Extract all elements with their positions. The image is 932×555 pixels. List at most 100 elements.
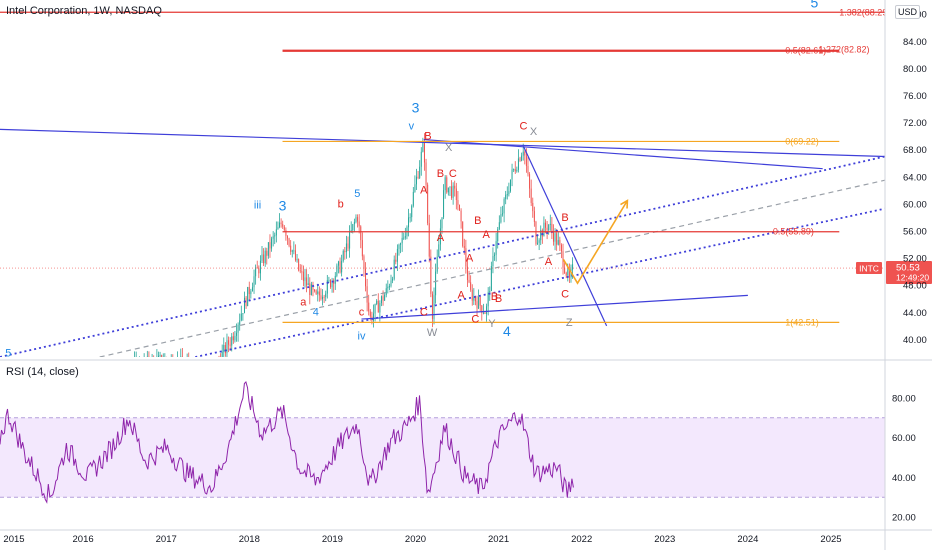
candle-body	[255, 267, 257, 277]
candle-body	[261, 254, 263, 261]
candle-body	[163, 363, 164, 365]
candle-body	[494, 254, 496, 257]
candle-body	[436, 256, 438, 272]
candle-body	[484, 312, 486, 314]
candle-body	[500, 214, 502, 223]
currency-button[interactable]: USD	[895, 5, 921, 19]
candle-body	[307, 283, 309, 286]
candle-body	[221, 351, 223, 357]
candle-body	[51, 403, 52, 404]
candle-body	[312, 284, 314, 290]
candle-body	[245, 297, 247, 307]
candle-body	[0, 363, 1, 364]
candle-body	[318, 291, 320, 296]
candle-body	[519, 158, 521, 161]
wave-label-6: 5	[5, 347, 11, 359]
wave-label-10: 4	[503, 323, 511, 339]
fib-label-1: 0.5(82.61)	[785, 46, 826, 56]
time-tick-label: 2023	[654, 534, 675, 545]
candle-body	[253, 276, 255, 288]
wave-label-9: iv	[358, 330, 366, 342]
candle-body	[207, 373, 208, 376]
candle-body	[462, 221, 464, 246]
wave-label-32: X	[530, 126, 538, 138]
candle-body	[422, 141, 424, 152]
candle-body	[524, 151, 526, 156]
candle-body	[37, 402, 38, 407]
candle-body	[412, 191, 414, 206]
candle-body	[326, 280, 328, 294]
candle-body	[296, 259, 298, 261]
price-tick-label: 72.00	[903, 118, 927, 129]
candle-body	[304, 277, 306, 281]
candle-body	[314, 289, 316, 291]
candle-body	[495, 241, 497, 255]
wave-label-2: v	[409, 120, 415, 132]
candle-body	[315, 290, 317, 294]
price-tick-label: 56.00	[903, 227, 927, 238]
price-tick-label: 68.00	[903, 145, 927, 156]
wave-label-26: B	[495, 293, 502, 305]
candle-body	[380, 296, 382, 304]
candle-body	[301, 271, 303, 273]
fib-label-5: 1(42.51)	[785, 317, 819, 327]
candle-body	[353, 221, 355, 225]
candle-body	[409, 217, 411, 219]
candle-body	[139, 362, 140, 372]
candle-body	[113, 368, 114, 379]
candle-body	[129, 374, 130, 375]
candle-body	[444, 177, 446, 191]
candle-body	[474, 296, 476, 302]
candle-body	[48, 401, 49, 411]
fib-label-3: 0(69.22)	[785, 136, 819, 146]
candle-body	[190, 364, 191, 371]
projection-path	[562, 200, 629, 285]
rsi-line	[0, 381, 574, 504]
candle-body	[240, 313, 242, 321]
candle-body	[310, 284, 312, 295]
candle-body	[196, 374, 197, 375]
candle-body	[259, 260, 261, 274]
candle-body	[110, 369, 111, 377]
candle-body	[86, 380, 87, 391]
price-tick-label: 64.00	[903, 172, 927, 183]
candle-body	[269, 242, 271, 249]
wave-label-20: B	[474, 215, 481, 227]
candle-body	[415, 176, 417, 185]
candle-body	[465, 248, 467, 267]
candle-body	[159, 355, 161, 357]
candle-body	[223, 345, 225, 352]
wave-label-13: c	[359, 307, 365, 319]
candle-body	[530, 188, 532, 203]
wave-label-25: C	[471, 313, 479, 325]
candle-body	[425, 162, 427, 185]
candle-body	[341, 260, 343, 273]
candle-body	[266, 250, 268, 256]
candle-body	[283, 226, 285, 231]
candle-body	[220, 361, 221, 365]
candle-body	[325, 293, 327, 298]
candle-body	[513, 169, 515, 171]
candle-body	[3, 369, 4, 373]
wave-label-27: C	[520, 120, 528, 132]
candle-body	[525, 155, 527, 167]
candle-body	[204, 368, 205, 372]
candle-body	[88, 385, 89, 391]
candle-body	[350, 230, 352, 232]
wave-label-14: B	[424, 131, 431, 143]
wave-label-16: C	[449, 168, 457, 180]
candle-body	[177, 361, 178, 369]
candle-body	[150, 366, 151, 369]
candle-body	[94, 375, 95, 379]
fib-label-2: 1.272(82.82)	[819, 44, 870, 54]
candle-body	[433, 295, 435, 319]
rsi-tick-label: 80.00	[892, 393, 916, 404]
candle-body	[35, 399, 36, 401]
wave-label-4: 3	[279, 198, 287, 214]
candle-body	[470, 282, 472, 290]
candle-body	[13, 382, 14, 383]
candle-body	[517, 158, 519, 170]
candle-body	[193, 367, 194, 374]
